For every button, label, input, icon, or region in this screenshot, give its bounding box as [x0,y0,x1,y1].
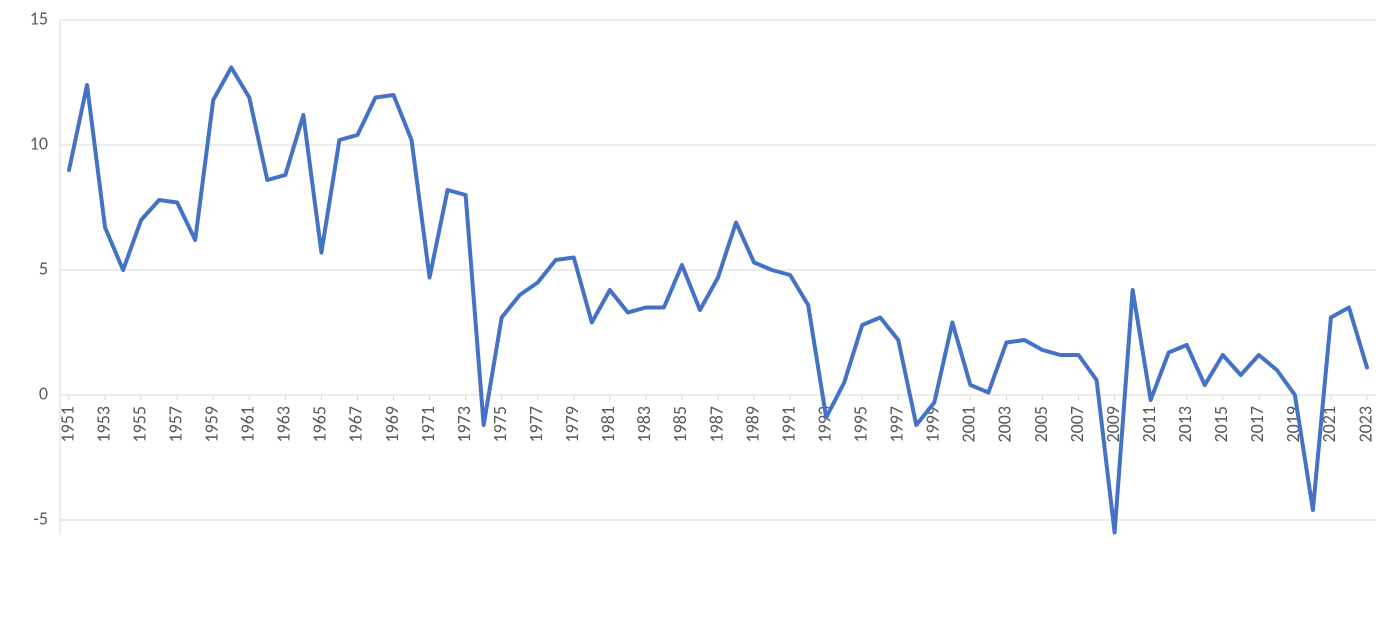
x-tick-label: 1953 [92,406,114,443]
x-tick-label: 2011 [1138,406,1160,443]
y-tick-label: 0 [39,382,48,404]
x-tick-label: 1955 [128,406,150,443]
x-tick-label: 2003 [994,406,1016,443]
y-tick-label: 10 [30,132,48,154]
x-tick-label: 1959 [201,406,223,443]
x-tick-label: 1995 [850,406,872,443]
x-tick-label: 2017 [1246,406,1268,443]
y-tick-label: 15 [30,7,48,29]
x-tick-label: 2015 [1210,406,1232,443]
x-tick-label: 1977 [525,406,547,443]
x-tick-label: 1973 [453,406,475,443]
x-tick-label: 2005 [1030,406,1052,443]
line-chart-container: -5 0 5 10 15 1951 1953 1955 1957 1959 1961 1963 1965… [0,0,1386,621]
x-tick-label: 1951 [56,406,78,443]
x-tick-label: 1979 [561,406,583,443]
x-tick-label: 1981 [597,406,619,443]
x-tick-label: 2013 [1174,406,1196,443]
x-tick-label: 1991 [777,406,799,443]
x-tick-label: 1975 [489,406,511,443]
x-tick-label: 1987 [705,406,727,443]
x-tick-label: 1965 [309,406,331,443]
x-tick-label: 1961 [237,406,259,443]
line-chart: -5 0 5 10 15 1951 1953 1955 1957 1959 1961 1963 1965… [0,0,1386,621]
x-tick-label: 1967 [345,406,367,443]
x-tick-label: 1971 [417,406,439,443]
x-tick-label: 1957 [164,406,186,443]
x-tick-label: 1997 [886,406,908,443]
x-tick-label: 1989 [741,406,763,443]
y-tick-label: 5 [39,257,48,279]
x-tick-label: 2007 [1066,406,1088,443]
x-tick-label: 1985 [669,406,691,443]
x-tick-label: 2023 [1354,406,1376,443]
x-tick-label: 1963 [273,406,295,443]
x-tick-label: 2001 [958,406,980,443]
y-tick-label: -5 [33,507,48,529]
x-tick-label: 1983 [633,406,655,443]
x-tick-label: 1969 [381,406,403,443]
